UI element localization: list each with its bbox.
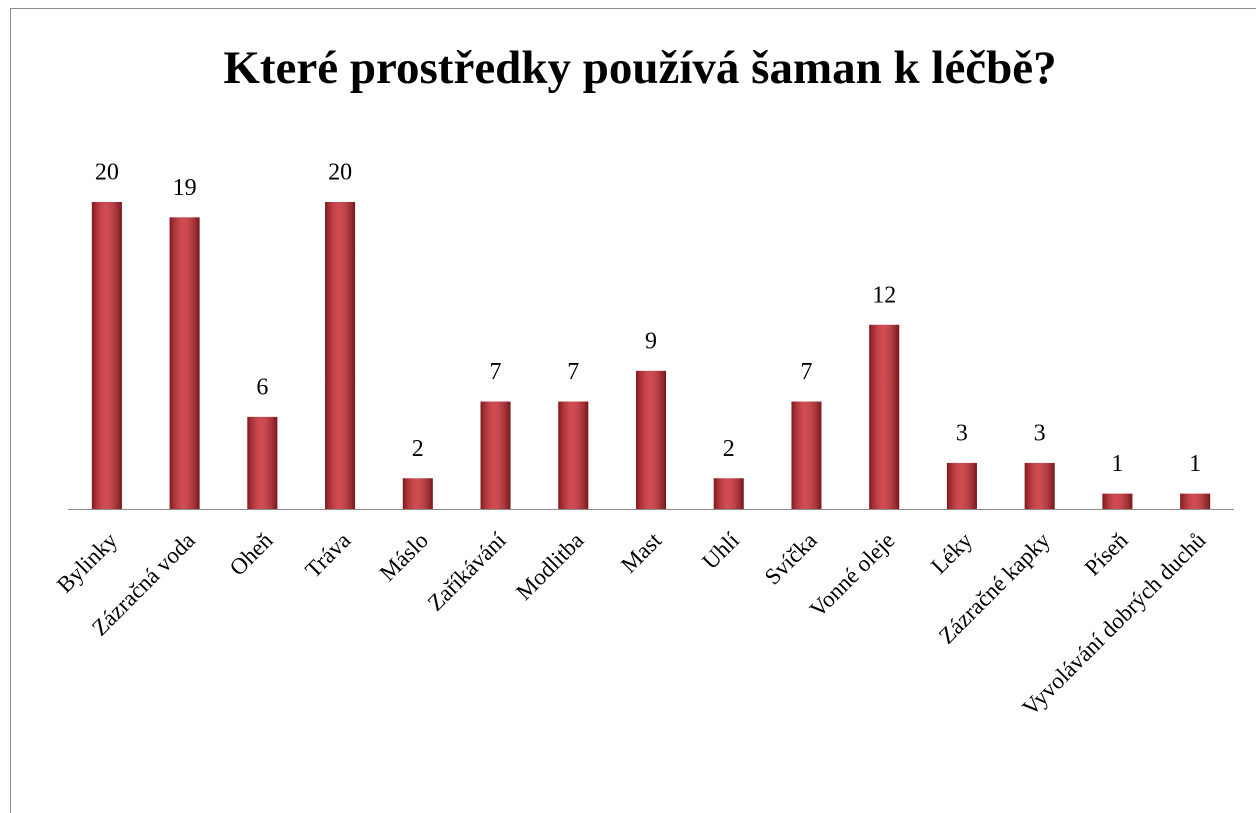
- data-label: 20: [328, 160, 352, 186]
- bar-shade: [1024, 462, 1055, 509]
- data-label: 20: [95, 160, 119, 186]
- bar-shade: [636, 370, 666, 509]
- chart-frame: [10, 8, 1256, 813]
- bar-shade: [558, 401, 589, 509]
- data-label: 2: [723, 436, 735, 462]
- bar-shade: [791, 401, 822, 509]
- chart-title: Které prostředky používá šaman k léčbě?: [223, 42, 1056, 94]
- data-label: 2: [412, 436, 424, 462]
- data-label: 9: [645, 328, 657, 354]
- data-label: 1: [1189, 451, 1201, 477]
- bar-shade: [1102, 493, 1133, 509]
- bar-shade: [713, 478, 744, 509]
- data-label: 7: [800, 359, 812, 385]
- bar-shade: [247, 416, 278, 509]
- bar-shade: [480, 401, 511, 509]
- data-label: 19: [173, 175, 197, 201]
- bar-shade: [169, 217, 200, 509]
- data-label: 7: [490, 359, 502, 385]
- bar-shade: [946, 462, 977, 509]
- data-label: 3: [1034, 420, 1046, 446]
- data-label: 6: [256, 374, 268, 400]
- bar-shade: [869, 324, 900, 509]
- data-label: 1: [1111, 451, 1123, 477]
- bar-shade: [91, 202, 122, 509]
- bar-shade: [402, 478, 433, 509]
- data-label: 12: [872, 282, 896, 308]
- data-label: 3: [956, 420, 968, 446]
- bar-shade: [1180, 493, 1211, 509]
- data-label: 7: [567, 359, 579, 385]
- bar-shade: [325, 202, 356, 509]
